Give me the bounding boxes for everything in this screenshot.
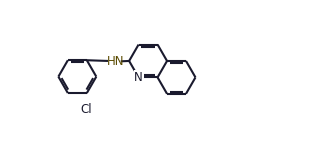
Text: N: N	[134, 71, 143, 84]
Text: Cl: Cl	[80, 103, 92, 116]
Text: HN: HN	[107, 55, 125, 68]
